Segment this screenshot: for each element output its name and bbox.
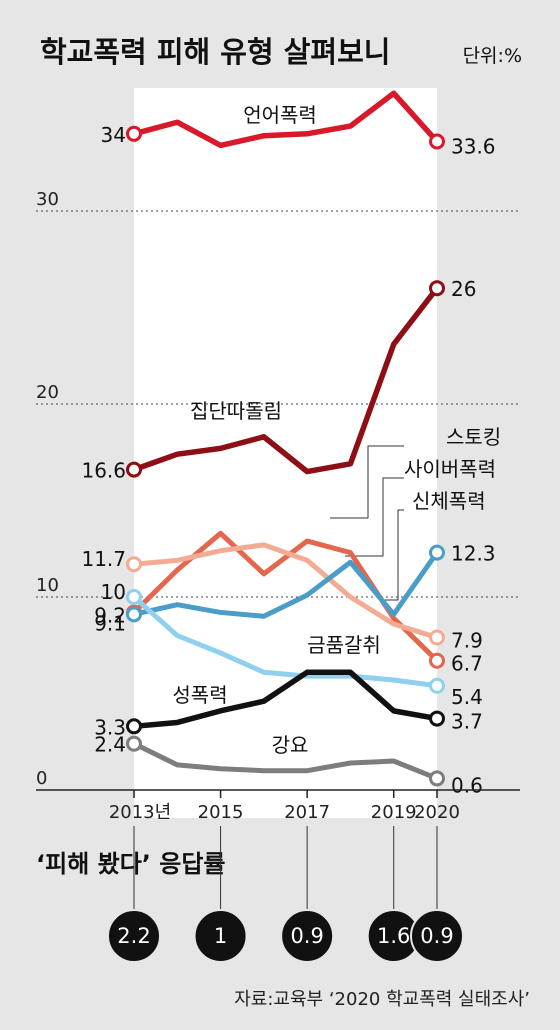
y-tick-label: 20 bbox=[36, 382, 59, 403]
data-point bbox=[429, 544, 445, 561]
end-value-label: 7.9 bbox=[451, 629, 483, 653]
response-rate-circle bbox=[280, 909, 335, 963]
y-axis-ticks: 0 10 20 30 bbox=[36, 189, 59, 789]
start-value-label: 10 bbox=[101, 580, 126, 604]
start-value-label: 16.6 bbox=[81, 459, 126, 483]
end-value-label: 5.4 bbox=[451, 685, 483, 709]
start-value-label: 9.1 bbox=[94, 611, 126, 635]
series-line bbox=[131, 594, 440, 689]
start-value-label: 11.7 bbox=[81, 547, 126, 571]
series-name-label: 사이버폭력 bbox=[404, 457, 496, 481]
start-value-label: 2.4 bbox=[94, 733, 126, 757]
start-value-label: 3.3 bbox=[94, 715, 126, 739]
y-tick-label: 0 bbox=[36, 768, 47, 789]
data-point bbox=[126, 125, 142, 142]
end-value-label: 12.3 bbox=[451, 542, 496, 566]
x-tick-label: 2015 bbox=[198, 802, 244, 823]
series-name-label: 집단따돌림 bbox=[190, 399, 282, 423]
start-value-label: 34 bbox=[101, 123, 126, 147]
start-value-label: 9.2 bbox=[94, 603, 126, 627]
series-name-label: 신체폭력 bbox=[412, 489, 486, 513]
series-line bbox=[131, 669, 440, 730]
response-rate-title: ‘피해 봤다’ 응답률 bbox=[36, 850, 226, 878]
series-name-label: 스토킹 bbox=[446, 425, 501, 449]
end-value-label: 33.6 bbox=[451, 135, 496, 159]
end-value-label: 26 bbox=[451, 277, 476, 301]
leader-line bbox=[385, 509, 404, 601]
data-point bbox=[429, 280, 445, 297]
end-value-label: 0.6 bbox=[451, 773, 483, 797]
data-point bbox=[429, 770, 445, 787]
response-rate-circle bbox=[107, 909, 161, 963]
data-point bbox=[126, 461, 142, 478]
data-point bbox=[429, 652, 445, 669]
response-rate-value: 0.9 bbox=[420, 924, 453, 948]
source-note: 자료:교육부 ‘2020 학교폭력 실태조사’ bbox=[234, 989, 530, 1010]
series-line bbox=[131, 90, 440, 149]
series-name-label: 성폭력 bbox=[172, 683, 227, 707]
response-rate-circles: 2.2 1 0.9 1.6 0.9 bbox=[107, 826, 464, 963]
data-point bbox=[429, 677, 445, 694]
response-rate-circle bbox=[193, 909, 248, 963]
gridlines bbox=[36, 210, 520, 598]
series-name-label: 금품갈취 bbox=[307, 633, 381, 657]
response-rate-value: 1 bbox=[214, 924, 227, 948]
data-point bbox=[429, 629, 445, 646]
series-line bbox=[131, 285, 440, 475]
series-lines bbox=[131, 90, 440, 781]
data-point bbox=[126, 556, 142, 573]
x-tick-label: 2017 bbox=[284, 802, 330, 823]
end-value-label: 3.7 bbox=[451, 710, 483, 734]
data-point bbox=[429, 710, 445, 727]
series-line bbox=[131, 741, 440, 781]
data-point bbox=[126, 718, 142, 735]
series-end-points bbox=[126, 125, 445, 787]
y-tick-label: 10 bbox=[36, 575, 59, 596]
leader-line bbox=[330, 445, 404, 519]
data-point bbox=[126, 589, 142, 605]
x-tick-label: 2020 bbox=[414, 802, 460, 823]
value-labels: 34 33.6 16.6 26 9.2 6.7 11.7 7.9 9.1 12.3 10 5.4 3.3… bbox=[81, 123, 495, 798]
series-line bbox=[131, 550, 440, 619]
series-name-label: 언어폭력 bbox=[243, 103, 317, 127]
response-rate-value: 0.9 bbox=[290, 924, 323, 948]
chart-title: 학교폭력 피해 유형 살펴보니 bbox=[40, 35, 390, 69]
x-tick-label: 2019 bbox=[371, 802, 417, 823]
unit-label: 단위:% bbox=[463, 45, 522, 67]
data-point bbox=[429, 133, 445, 150]
data-point bbox=[126, 735, 142, 752]
y-tick-label: 30 bbox=[36, 189, 59, 210]
data-point bbox=[126, 606, 142, 623]
end-value-label: 6.7 bbox=[451, 652, 483, 676]
response-rate-circle bbox=[410, 909, 464, 963]
x-tick-label: 2013년 bbox=[109, 802, 171, 823]
leader-line bbox=[345, 477, 404, 557]
response-rate-value: 1.6 bbox=[377, 924, 410, 948]
series-name-label: 강요 bbox=[272, 733, 309, 757]
leader-lines bbox=[330, 445, 404, 601]
series-line bbox=[131, 542, 440, 641]
response-rate-value: 2.2 bbox=[117, 924, 150, 948]
